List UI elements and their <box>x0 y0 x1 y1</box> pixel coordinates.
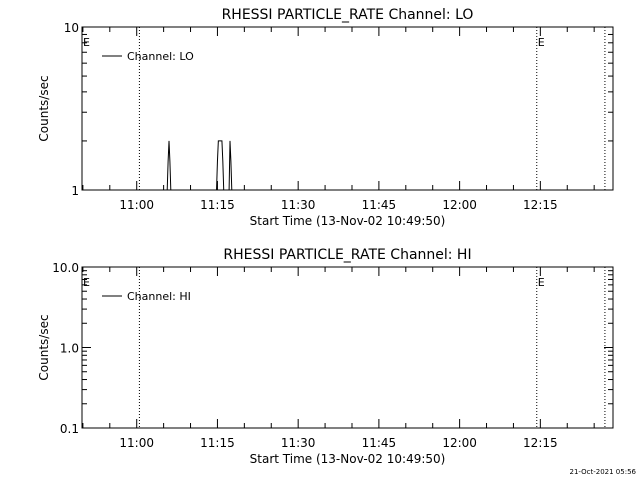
chart-title: RHESSI PARTICLE_RATE Channel: HI <box>223 247 471 263</box>
x-tick-label: 12:15 <box>523 436 558 450</box>
x-tick-label: 11:00 <box>119 198 154 212</box>
series-line <box>166 140 233 191</box>
x-tick-label: 11:00 <box>119 436 154 450</box>
x-axis-label: Start Time (13-Nov-02 10:49:50) <box>250 452 446 466</box>
y-tick-label: 0.1 <box>60 422 79 436</box>
x-tick-label: 11:15 <box>200 436 235 450</box>
x-tick-label: 11:30 <box>281 436 316 450</box>
plot-frame <box>81 26 614 191</box>
x-axis-label: Start Time (13-Nov-02 10:49:50) <box>250 214 446 228</box>
render-timestamp: 21-Oct-2021 05:56 <box>570 468 637 476</box>
x-tick-label: 11:15 <box>200 198 235 212</box>
y-tick-label: 1 <box>71 184 79 198</box>
legend-entry: Channel: LO <box>127 50 194 63</box>
y-tick-label: 10 <box>64 21 79 35</box>
edge-marker-label: E <box>83 36 90 49</box>
marker-label: E <box>538 36 545 49</box>
y-axis-label: Counts/sec <box>37 75 51 141</box>
x-tick-label: 11:45 <box>362 198 397 212</box>
y-axis-label: Counts/sec <box>37 314 51 380</box>
y-tick-label: 1.0 <box>60 342 79 356</box>
chart-panel-2: RHESSI PARTICLE_RATE Channel: HI Counts/s… <box>37 247 614 466</box>
y-tick-label: 10.0 <box>52 261 79 275</box>
edge-marker-label: E <box>83 276 90 289</box>
chart-panel-1: RHESSI PARTICLE_RATE Channel: LO Counts/s… <box>37 7 614 228</box>
x-tick-label: 11:30 <box>281 198 316 212</box>
chart-title: RHESSI PARTICLE_RATE Channel: LO <box>222 7 474 23</box>
marker-label: E <box>538 276 545 289</box>
x-tick-label: 12:15 <box>523 198 558 212</box>
x-tick-label: 11:45 <box>362 436 397 450</box>
x-tick-label: 12:00 <box>442 436 477 450</box>
legend-entry: Channel: HI <box>127 290 191 303</box>
x-tick-label: 12:00 <box>442 198 477 212</box>
